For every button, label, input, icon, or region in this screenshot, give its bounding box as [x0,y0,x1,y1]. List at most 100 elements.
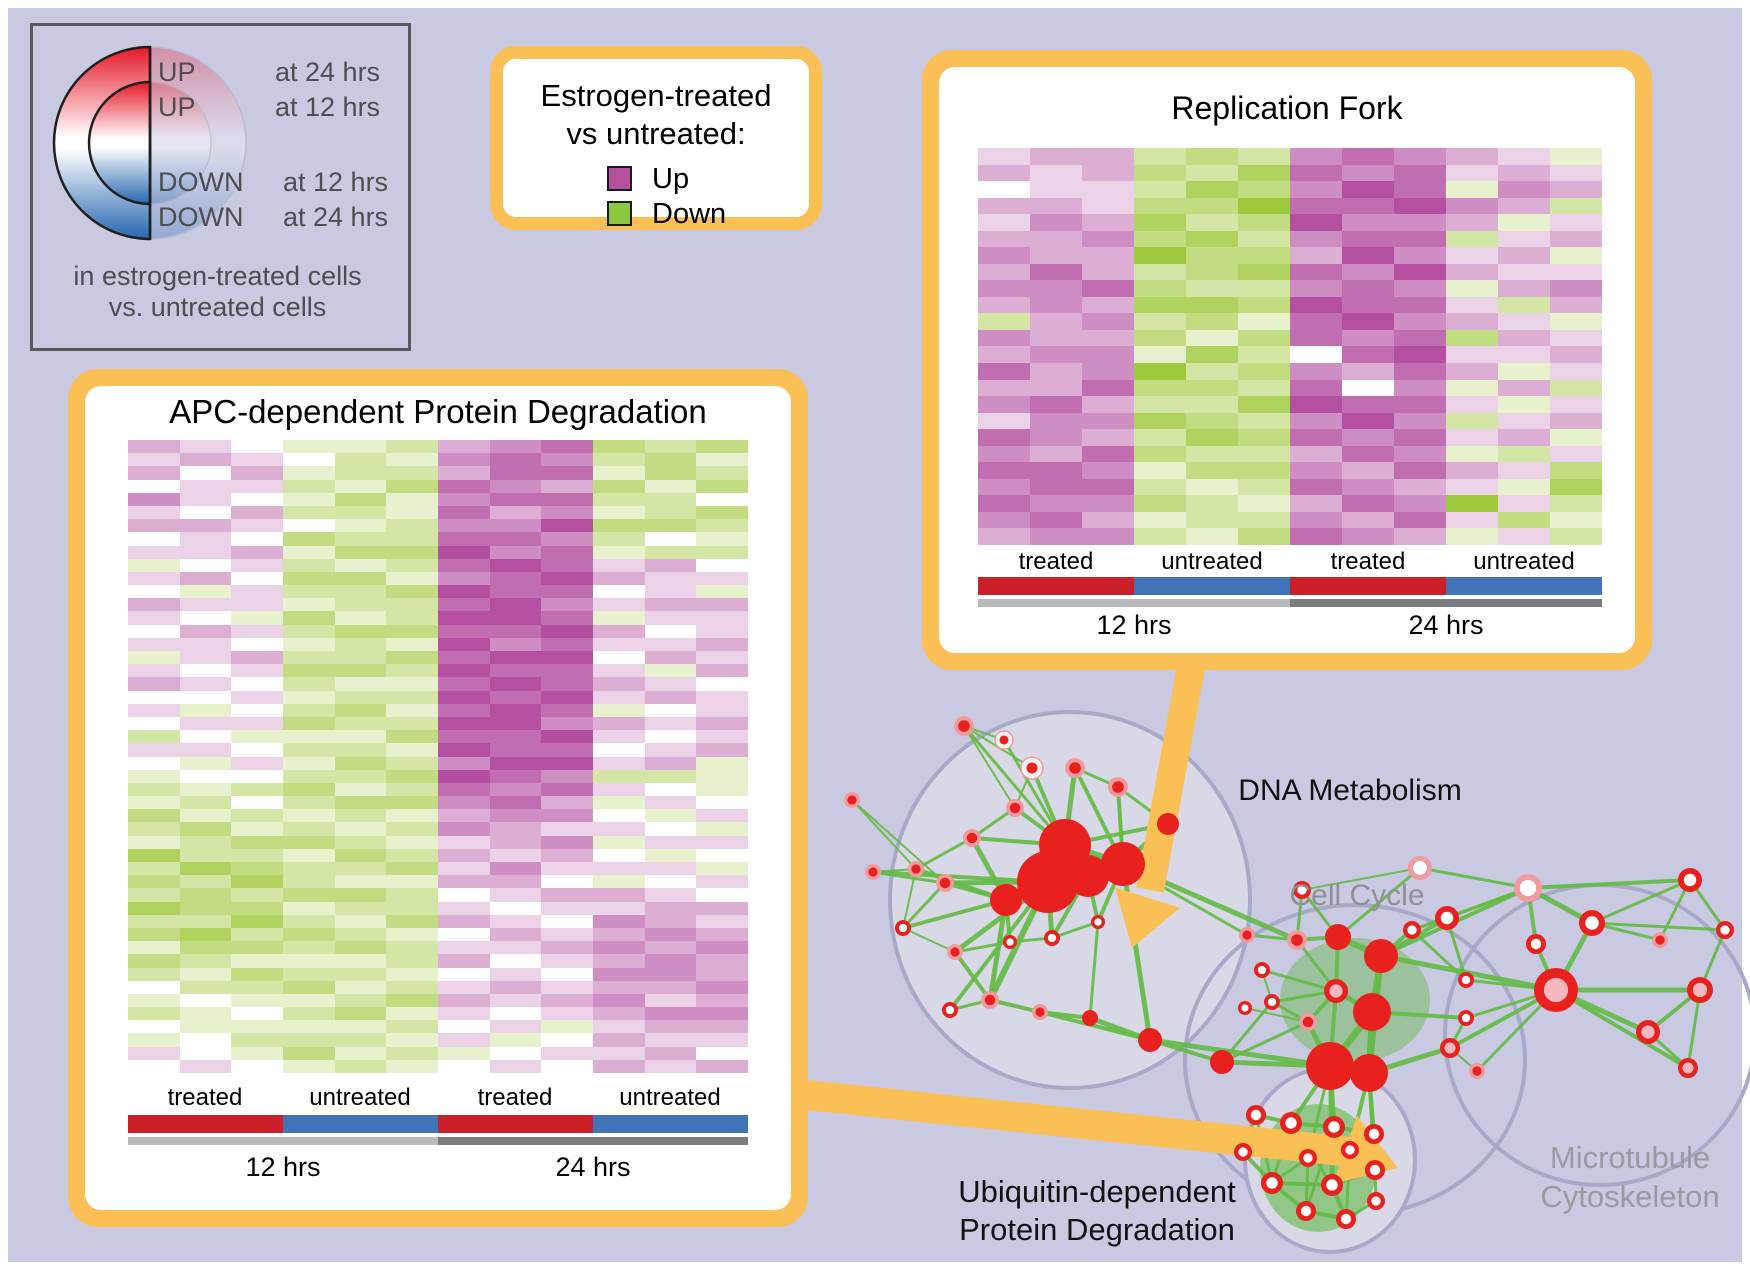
heatmap-cell [1446,263,1498,281]
heatmap-cell [283,848,335,862]
heatmap-cell [231,927,283,942]
heatmap-cell [1446,313,1498,330]
heatmap-cell [1446,412,1498,430]
heatmap-cell [1134,329,1186,347]
heatmap-cell [179,941,232,955]
heatmap-cell [644,598,697,612]
node-solid [1353,993,1391,1031]
heatmap-cell [334,1020,387,1034]
heatmap-cell [541,901,593,915]
heatmap-cell [593,624,645,638]
heatmap-cell [489,901,542,915]
heatmap-cell [283,1020,335,1034]
heatmap-cell [1186,296,1238,314]
heatmap-cell [438,875,490,889]
heatmap-cell [231,598,283,612]
heatmap-cell [283,1033,335,1047]
heatmap-cell [593,782,645,797]
heatmap-cell [334,848,387,862]
heatmap-cell [696,664,748,678]
apc-untreated-bar-12h [283,1115,438,1133]
heatmap-cell [438,914,490,928]
heatmap-cell [1030,296,1082,314]
heatmap-cell [1394,329,1446,347]
apc-group-label-3: untreated [619,1084,721,1111]
heatmap-cell [489,690,542,704]
heatmap-cell [644,809,697,823]
heatmap-cell [128,545,180,559]
heatmap-cell [1498,445,1550,463]
replication-to-dna-arrow-shaft [1136,659,1206,893]
heatmap-cell [644,479,697,493]
heatmap-cell [1290,247,1342,264]
node-solid [1101,842,1145,886]
rf-group-label-0: treated [1018,548,1094,575]
heatmap-cell [438,664,490,678]
heatmap-cell [128,624,180,638]
heatmap-cell [1082,230,1134,248]
heatmap-cell [128,716,180,731]
heatmap-cell [1550,230,1602,248]
heatmap-cell [1550,263,1602,281]
heatmap-cell [438,558,490,572]
heatmap-cell [128,1007,180,1021]
heatmap-cell [386,875,438,889]
node-donut-core [1047,933,1057,943]
heatmap-cell [1550,429,1602,446]
heatmap-cell [386,664,438,678]
heatmap-cell [1238,445,1290,463]
heatmap-cell [696,730,748,744]
heatmap-cell [1030,247,1082,264]
heatmap-cell [231,730,283,744]
heatmap-cell [1134,363,1186,380]
heatmap-cell [1030,412,1082,430]
heatmap-cell [696,967,748,981]
heatmap-cell [283,875,335,889]
heatmap-cell [644,1059,697,1073]
heatmap-cell [1394,230,1446,248]
heatmap-cell [1498,495,1550,512]
node-solid [990,884,1022,916]
heatmap-cell [696,901,748,915]
heatmap-cell [489,888,542,902]
heatmap-cell [696,453,748,467]
network-edge [902,868,917,929]
heatmap-cell [1238,148,1290,165]
heatmap-cell [128,941,180,955]
heatmap-cell [489,1007,542,1021]
node-donut-core [1585,916,1599,930]
heatmap-cell [1030,511,1082,529]
node-donut-core [1094,918,1102,926]
heatmap-cell [978,495,1030,512]
heatmap-cell [1186,313,1238,330]
heatmap-cell [283,993,335,1008]
heatmap-cell [1238,313,1290,330]
heatmap-cell [644,993,697,1008]
network-edge [1410,928,1468,982]
heatmap-cell [179,782,232,797]
node-halo-core [958,720,970,732]
heatmap-cell [231,716,283,731]
heatmap-cell [489,941,542,955]
heatmap-cell [1186,197,1238,215]
heatmap-cell [179,558,232,572]
heatmap-cell [334,835,387,849]
network-label: Microtubule [1550,1140,1710,1175]
heatmap-cell [696,848,748,862]
heatmap-cell [593,954,645,968]
heatmap-cell [179,703,232,717]
heatmap-cell [541,782,593,797]
heatmap-cell [1342,363,1394,380]
heatmap-cell [1290,396,1342,413]
heatmap-cell [593,730,645,744]
heatmap-cell [179,1059,232,1073]
heatmap-cell [1134,247,1186,264]
heatmap-cell [1186,478,1238,496]
heatmap-cell [438,809,490,823]
node-halo-core [1112,781,1124,793]
heatmap-cell [1446,363,1498,380]
heatmap-cell [438,611,490,625]
heatmap-cell [1186,164,1238,182]
heatmap-cell [978,528,1030,545]
node-donut-core [1328,1121,1340,1133]
